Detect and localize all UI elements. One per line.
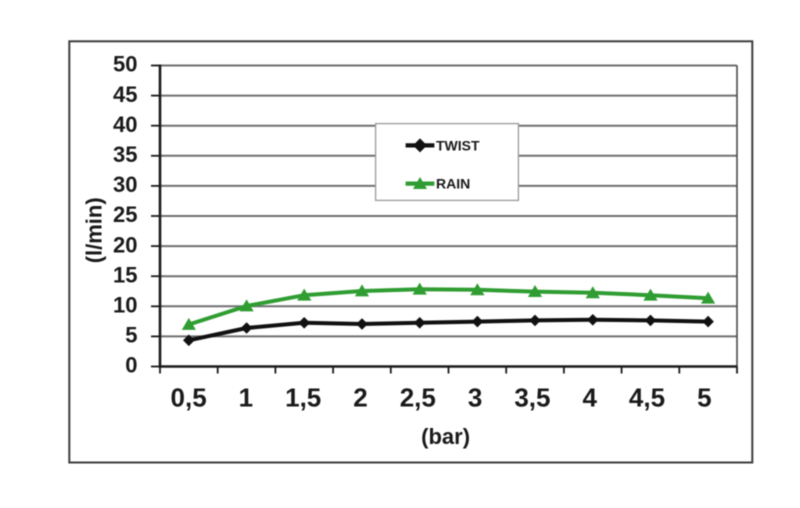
svg-text:50: 50 [113, 52, 137, 77]
svg-text:2,5: 2,5 [400, 383, 436, 413]
svg-text:20: 20 [113, 232, 137, 257]
svg-text:4: 4 [582, 383, 597, 413]
svg-text:1: 1 [239, 383, 253, 413]
svg-text:30: 30 [113, 172, 137, 197]
svg-text:RAIN: RAIN [436, 176, 470, 192]
svg-text:(l/min): (l/min) [81, 197, 106, 263]
svg-text:5: 5 [697, 383, 711, 413]
svg-text:2: 2 [353, 383, 367, 413]
svg-text:TWIST: TWIST [436, 137, 480, 153]
svg-text:4,5: 4,5 [629, 383, 665, 413]
svg-text:25: 25 [113, 202, 137, 227]
svg-text:5: 5 [125, 323, 137, 348]
svg-text:45: 45 [113, 82, 137, 107]
svg-text:1,5: 1,5 [285, 383, 321, 413]
svg-text:0,5: 0,5 [171, 383, 207, 413]
svg-text:3: 3 [468, 383, 482, 413]
svg-text:15: 15 [113, 262, 137, 287]
svg-text:0: 0 [125, 353, 137, 378]
svg-text:10: 10 [113, 293, 137, 318]
svg-text:3,5: 3,5 [514, 383, 550, 413]
svg-text:40: 40 [113, 112, 137, 137]
svg-text:(bar): (bar) [421, 424, 470, 449]
svg-text:35: 35 [113, 142, 137, 167]
